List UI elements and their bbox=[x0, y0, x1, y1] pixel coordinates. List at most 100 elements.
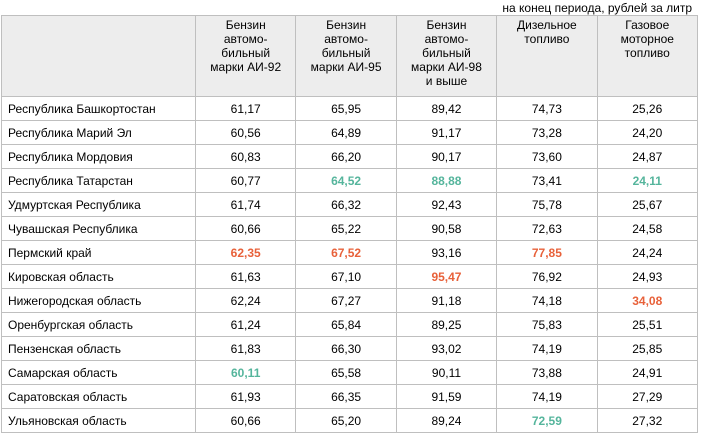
region-name-cell: Республика Марий Эл bbox=[1, 120, 196, 145]
region-column-header bbox=[1, 15, 196, 97]
region-name-cell: Республика Башкортостан bbox=[1, 96, 196, 121]
column-header-line: бильный bbox=[321, 46, 371, 60]
region-name-cell: Пензенская область bbox=[1, 336, 196, 361]
ai95-price-cell: 64,52 bbox=[295, 168, 397, 193]
diesel-price-cell: 72,63 bbox=[496, 216, 598, 241]
gas-price-cell: 24,20 bbox=[596, 120, 698, 145]
column-header-line: автомо- bbox=[424, 32, 469, 46]
gas-price-cell: 24,93 bbox=[596, 264, 698, 289]
gas-price-cell: 25,51 bbox=[596, 312, 698, 337]
column-header-line: бильный bbox=[422, 46, 471, 60]
ai98-price-cell: 90,58 bbox=[395, 216, 498, 241]
region-name-cell: Самарская область bbox=[1, 360, 196, 385]
column-header-line: Газовое bbox=[625, 18, 670, 32]
column-header-line: Бензин bbox=[426, 18, 467, 32]
diesel-price-cell: 73,41 bbox=[496, 168, 598, 193]
table-row: Саратовская область 61,93 66,35 91,59 74,19 2… bbox=[1, 384, 698, 409]
fuel-price-table: Бензин автомо-бильный марки АИ-92 Бензин авт… bbox=[1, 15, 698, 433]
column-header-line: топливо bbox=[524, 32, 570, 46]
ai92-price-cell: 62,35 bbox=[194, 240, 297, 265]
region-name-cell: Чувашская Республика bbox=[1, 216, 196, 241]
diesel-price-cell: 74,19 bbox=[496, 384, 598, 409]
column-header-line: Бензин bbox=[225, 18, 266, 32]
diesel-price-cell: 76,92 bbox=[496, 264, 598, 289]
ai95-price-cell: 65,84 bbox=[295, 312, 397, 337]
column-header-line: марки АИ-98 bbox=[411, 60, 482, 74]
diesel-column-header: Дизельное топливо bbox=[496, 15, 598, 97]
column-header-line: моторное bbox=[620, 32, 674, 46]
gas-column-header: Газовое моторное топливо bbox=[596, 15, 698, 97]
ai95-price-cell: 66,32 bbox=[295, 192, 397, 217]
ai92-price-cell: 60,11 bbox=[194, 360, 297, 385]
ai92-column-header: Бензин автомо-бильный марки АИ-92 bbox=[194, 15, 297, 97]
diesel-price-cell: 74,73 bbox=[496, 96, 598, 121]
column-header-line: марки АИ-95 bbox=[310, 60, 382, 74]
ai98-price-cell: 89,25 bbox=[395, 312, 498, 337]
column-header-line: Дизельное bbox=[517, 18, 577, 32]
table-row: Оренбургская область 61,24 65,84 89,25 75,83… bbox=[1, 312, 698, 337]
column-header-line: марки АИ-92 bbox=[210, 60, 282, 74]
region-name-cell: Республика Мордовия bbox=[1, 144, 196, 169]
table-row: Чувашская Республика 60,66 65,22 90,58 72,63… bbox=[1, 216, 698, 241]
gas-price-cell: 24,91 bbox=[596, 360, 698, 385]
diesel-price-cell: 75,83 bbox=[496, 312, 598, 337]
ai92-price-cell: 61,83 bbox=[194, 336, 297, 361]
ai95-column-header: Бензин автомо-бильный марки АИ-95 bbox=[295, 15, 397, 97]
region-name-cell: Оренбургская область bbox=[1, 312, 196, 337]
ai92-price-cell: 60,77 bbox=[194, 168, 297, 193]
ai98-price-cell: 88,88 bbox=[395, 168, 498, 193]
ai95-price-cell: 64,89 bbox=[295, 120, 397, 145]
ai92-price-cell: 61,17 bbox=[194, 96, 297, 121]
ai98-column-header: Бензин автомо-бильный марки АИ-98 и выше bbox=[395, 15, 498, 97]
header-row: Бензин автомо-бильный марки АИ-92 Бензин авт… bbox=[1, 15, 698, 97]
ai95-price-cell: 65,95 bbox=[295, 96, 397, 121]
ai98-price-cell: 91,59 bbox=[395, 384, 498, 409]
column-header-line: и выше bbox=[425, 74, 468, 88]
ai95-price-cell: 66,30 bbox=[295, 336, 397, 361]
gas-price-cell: 25,85 bbox=[596, 336, 698, 361]
ai92-price-cell: 61,24 bbox=[194, 312, 297, 337]
column-header-line: Бензин bbox=[326, 18, 367, 32]
region-name-cell: Республика Татарстан bbox=[1, 168, 196, 193]
gas-price-cell: 24,24 bbox=[596, 240, 698, 265]
diesel-price-cell: 77,85 bbox=[496, 240, 598, 265]
ai98-price-cell: 93,02 bbox=[395, 336, 498, 361]
gas-price-cell: 24,11 bbox=[596, 168, 698, 193]
table-body: Республика Башкортостан 61,17 65,95 89,42 74… bbox=[1, 96, 698, 433]
table-row: Пензенская область 61,83 66,30 93,02 74,19 25… bbox=[1, 336, 698, 361]
ai98-price-cell: 93,16 bbox=[395, 240, 498, 265]
column-header-line: автомо- bbox=[324, 32, 368, 46]
ai92-price-cell: 61,93 bbox=[194, 384, 297, 409]
gas-price-cell: 34,08 bbox=[596, 288, 698, 313]
table-row: Кировская область 61,63 67,10 95,47 76,92 24,… bbox=[1, 264, 698, 289]
table-row: Республика Татарстан 60,77 64,52 88,88 73,41… bbox=[1, 168, 698, 193]
table-row: Самарская область 60,11 65,58 90,11 73,88 24,… bbox=[1, 360, 698, 385]
ai92-price-cell: 61,63 bbox=[194, 264, 297, 289]
ai92-price-cell: 62,24 bbox=[194, 288, 297, 313]
column-header-line: топливо bbox=[624, 46, 670, 60]
ai98-price-cell: 91,18 bbox=[395, 288, 498, 313]
ai95-price-cell: 66,20 bbox=[295, 144, 397, 169]
ai98-price-cell: 91,17 bbox=[395, 120, 498, 145]
table-row: Республика Башкортостан 61,17 65,95 89,42 74… bbox=[1, 96, 698, 121]
ai98-price-cell: 89,42 bbox=[395, 96, 498, 121]
table-row: Республика Марий Эл 60,56 64,89 91,17 73,28 2… bbox=[1, 120, 698, 145]
region-name-cell: Удмуртская Республика bbox=[1, 192, 196, 217]
diesel-price-cell: 74,19 bbox=[496, 336, 598, 361]
diesel-price-cell: 75,78 bbox=[496, 192, 598, 217]
diesel-price-cell: 73,28 bbox=[496, 120, 598, 145]
ai98-price-cell: 95,47 bbox=[395, 264, 498, 289]
gas-price-cell: 24,87 bbox=[596, 144, 698, 169]
ai98-price-cell: 90,11 bbox=[395, 360, 498, 385]
ai98-price-cell: 92,43 bbox=[395, 192, 498, 217]
column-header-line: бильный bbox=[221, 46, 271, 60]
gas-price-cell: 25,67 bbox=[596, 192, 698, 217]
ai95-price-cell: 65,22 bbox=[295, 216, 397, 241]
region-name-cell: Кировская область bbox=[1, 264, 196, 289]
region-name-cell: Пермский край bbox=[1, 240, 196, 265]
ai95-price-cell: 67,10 bbox=[295, 264, 397, 289]
ai92-price-cell: 60,66 bbox=[194, 216, 297, 241]
ai95-price-cell: 65,58 bbox=[295, 360, 397, 385]
table-row: Удмуртская Республика 61,74 66,32 92,43 75,7… bbox=[1, 192, 698, 217]
table-row: Нижегородская область 62,24 67,27 91,18 74,1… bbox=[1, 288, 698, 313]
